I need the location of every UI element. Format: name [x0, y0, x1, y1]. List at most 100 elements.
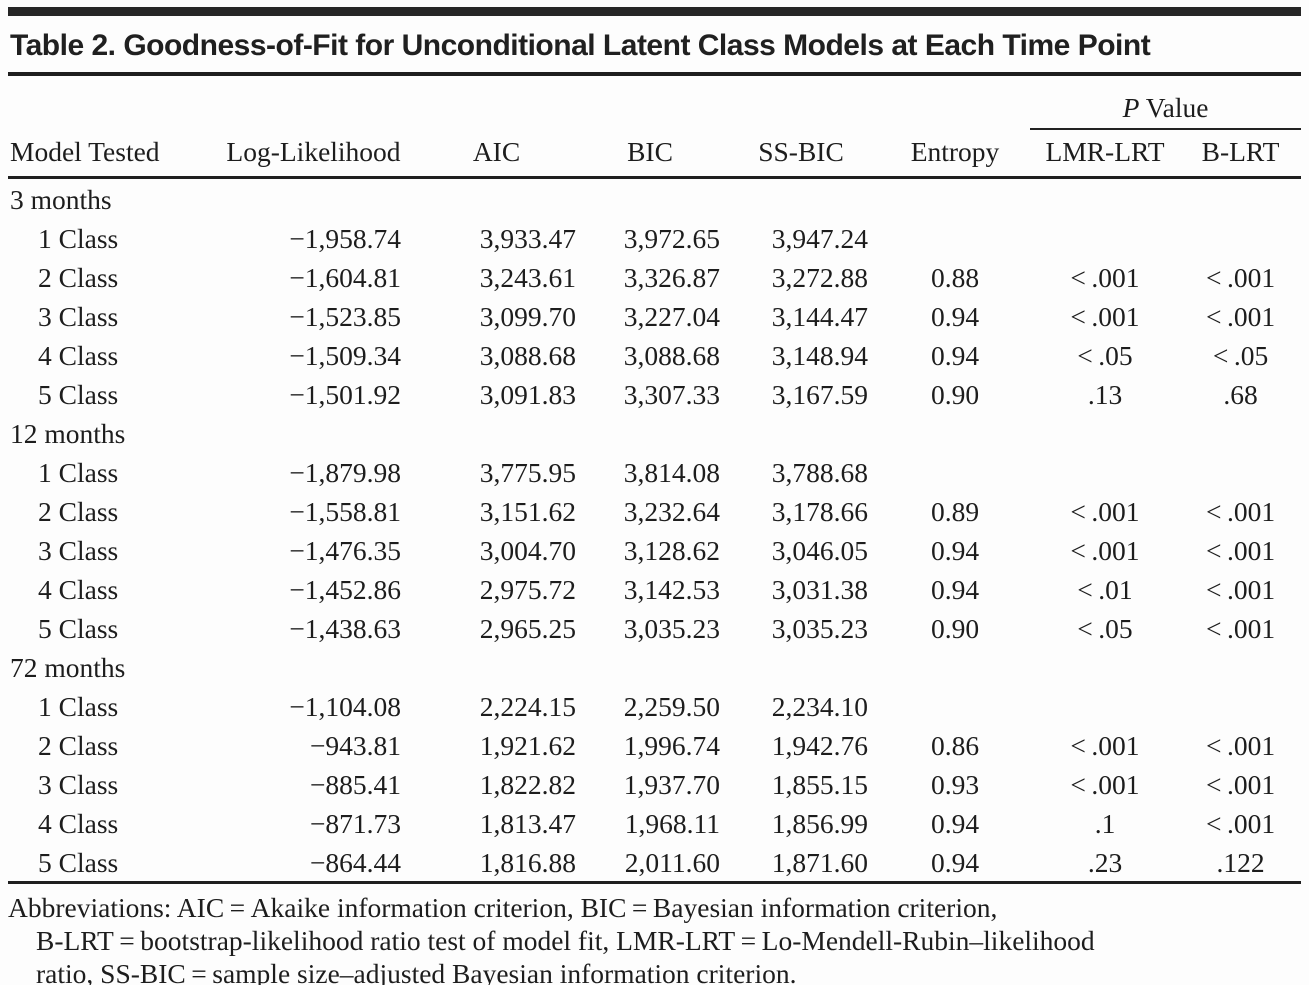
cell-lmr-lrt: < .05 — [1077, 339, 1133, 371]
table-row: 2 Class −1,604.81 3,243.61 3,326.87 3,272.88… — [8, 257, 1301, 296]
cell-b-lrt: < .001 — [1205, 300, 1276, 332]
cell-log-likelihood: −1,604.81 — [289, 261, 401, 293]
cell-entropy: 0.86 — [930, 729, 980, 761]
cell-b-lrt: < .001 — [1205, 573, 1276, 605]
cell-b-lrt: < .001 — [1205, 768, 1276, 800]
cell-model-tested: 4 Class — [38, 807, 119, 839]
cell-entropy: 0.88 — [930, 261, 980, 293]
cell-entropy: 0.90 — [930, 612, 980, 644]
cell-model-tested: 5 Class — [38, 612, 119, 644]
col-header-lmr-lrt: LMR-LRT — [1030, 129, 1180, 179]
table-row: 5 Class −1,438.63 2,965.25 3,035.23 3,035.23… — [8, 608, 1301, 647]
cell-entropy: 0.94 — [930, 339, 980, 371]
cell-lmr-lrt — [1030, 218, 1180, 257]
cell-aic: 3,775.95 — [479, 456, 576, 488]
cell-entropy: 0.94 — [930, 573, 980, 605]
cell-lmr-lrt: < .05 — [1077, 612, 1133, 644]
cell-ss-bic: 1,855.15 — [771, 768, 868, 800]
col-header-bic: BIC — [578, 129, 722, 179]
cell-entropy — [880, 218, 1030, 257]
table-row: 1 Class −1,958.74 3,933.47 3,972.65 3,947.24 — [8, 218, 1301, 257]
cell-ss-bic: 2,234.10 — [771, 690, 868, 722]
cell-ss-bic: 1,942.76 — [771, 729, 868, 761]
cell-entropy: 0.94 — [930, 846, 980, 878]
section-row: 12 months — [8, 413, 1301, 452]
table-row: 3 Class −885.41 1,822.82 1,937.70 1,855.15 0.… — [8, 764, 1301, 803]
cell-entropy: 0.94 — [930, 534, 980, 566]
cell-log-likelihood: −1,509.34 — [289, 339, 401, 371]
cell-bic: 3,326.87 — [623, 261, 720, 293]
cell-lmr-lrt: < .01 — [1077, 573, 1133, 605]
table-row: 3 Class −1,523.85 3,099.70 3,227.04 3,144.47… — [8, 296, 1301, 335]
cell-aic: 1,816.88 — [479, 846, 576, 878]
cell-model-tested: 1 Class — [38, 456, 119, 488]
section-label: 12 months — [10, 417, 126, 449]
table-row: 4 Class −1,509.34 3,088.68 3,088.68 3,148.94… — [8, 335, 1301, 374]
cell-bic: 3,088.68 — [623, 339, 720, 371]
cell-model-tested: 1 Class — [38, 222, 119, 254]
section-row: 72 months — [8, 647, 1301, 686]
cell-ss-bic: 3,178.66 — [771, 495, 868, 527]
col-header-ss-bic: SS-BIC — [722, 129, 880, 179]
cell-bic: 1,996.74 — [623, 729, 720, 761]
table-body: 3 months 1 Class −1,958.74 3,933.47 3,972.65… — [8, 178, 1301, 883]
cell-log-likelihood: −1,104.08 — [289, 690, 401, 722]
cell-ss-bic: 3,272.88 — [771, 261, 868, 293]
cell-aic: 1,921.62 — [479, 729, 576, 761]
cell-entropy: 0.94 — [930, 807, 980, 839]
title-rule — [8, 72, 1301, 76]
cell-log-likelihood: −1,501.92 — [289, 378, 401, 410]
cell-bic: 3,227.04 — [623, 300, 720, 332]
cell-model-tested: 3 Class — [38, 534, 119, 566]
cell-model-tested: 2 Class — [38, 729, 119, 761]
cell-b-lrt: .68 — [1223, 378, 1258, 410]
table-row: 5 Class −864.44 1,816.88 2,011.60 1,871.60 0.… — [8, 842, 1301, 883]
cell-model-tested: 5 Class — [38, 846, 119, 878]
cell-model-tested: 3 Class — [38, 300, 119, 332]
cell-aic: 3,933.47 — [479, 222, 576, 254]
cell-entropy: 0.94 — [930, 300, 980, 332]
cell-lmr-lrt: .13 — [1087, 378, 1123, 410]
table-row: 3 Class −1,476.35 3,004.70 3,128.62 3,046.05… — [8, 530, 1301, 569]
table-row: 1 Class −1,104.08 2,224.15 2,259.50 2,234.10 — [8, 686, 1301, 725]
p-value-spanner-row: P Value — [8, 78, 1302, 130]
section-label: 3 months — [10, 183, 112, 215]
cell-lmr-lrt: < .001 — [1070, 768, 1140, 800]
cell-entropy — [880, 452, 1030, 491]
cell-b-lrt: < .001 — [1205, 534, 1276, 566]
cell-log-likelihood: −1,958.74 — [289, 222, 401, 254]
cell-lmr-lrt: < .001 — [1070, 534, 1140, 566]
cell-b-lrt: < .001 — [1205, 729, 1276, 761]
section-row: 3 months — [8, 178, 1301, 219]
cell-ss-bic: 3,144.47 — [771, 300, 868, 332]
cell-bic: 3,128.62 — [623, 534, 720, 566]
cell-log-likelihood: −943.81 — [309, 729, 401, 761]
cell-entropy: 0.93 — [930, 768, 980, 800]
cell-log-likelihood: −1,523.85 — [289, 300, 401, 332]
cell-ss-bic: 1,871.60 — [771, 846, 868, 878]
col-header-log-likelihood: Log-Likelihood — [212, 129, 415, 179]
cell-aic: 3,091.83 — [479, 378, 576, 410]
p-value-italic-p: P — [1122, 92, 1140, 123]
cell-bic: 3,972.65 — [623, 222, 720, 254]
cell-model-tested: 2 Class — [38, 495, 119, 527]
p-value-rest: Value — [1145, 92, 1209, 123]
cell-aic: 3,243.61 — [479, 261, 576, 293]
cell-ss-bic: 3,046.05 — [771, 534, 868, 566]
table-footnote: Abbreviations: AIC = Akaike information … — [8, 891, 1301, 985]
cell-bic: 3,307.33 — [623, 378, 720, 410]
cell-model-tested: 2 Class — [38, 261, 119, 293]
cell-log-likelihood: −1,438.63 — [289, 612, 401, 644]
footnote-line: ratio, SS-BIC = sample size–adjusted Bay… — [36, 958, 797, 985]
cell-b-lrt: < .001 — [1205, 495, 1276, 527]
cell-lmr-lrt: < .001 — [1070, 729, 1140, 761]
table-row: 2 Class −1,558.81 3,151.62 3,232.64 3,178.66… — [8, 491, 1301, 530]
cell-aic: 2,224.15 — [479, 690, 576, 722]
cell-lmr-lrt: .23 — [1087, 846, 1123, 878]
table-title: Table 2. Goodness-of-Fit for Uncondition… — [10, 29, 1151, 62]
cell-bic: 3,814.08 — [623, 456, 720, 488]
cell-ss-bic: 3,031.38 — [771, 573, 868, 605]
section-label: 72 months — [10, 651, 126, 683]
cell-bic: 3,232.64 — [623, 495, 720, 527]
